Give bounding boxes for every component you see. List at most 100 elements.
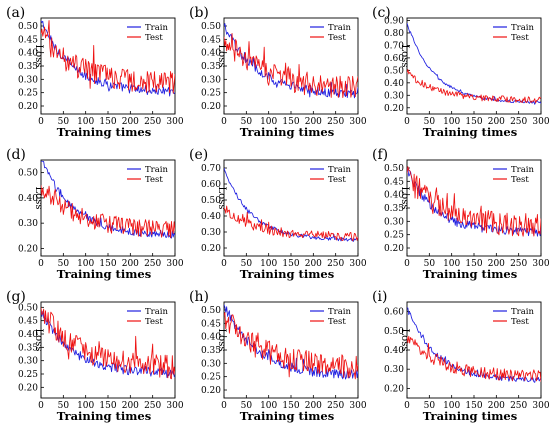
y-tick-label: 0.20 [384,384,404,394]
panel-label: (b) [189,5,209,21]
y-tick-label: 0.20 [201,102,221,112]
series-line-train [407,22,541,105]
x-tick-label: 100 [260,259,277,269]
y-tick-label: 0.50 [201,22,221,32]
x-axis-label: Training times [240,125,334,139]
x-tick-label: 50 [58,401,70,411]
chart-panel: (d) 0 50 100 150 200 250 300 0.20 0.30 0.40 0.50 Tra… [6,147,184,281]
legend-label: Train [328,23,352,33]
y-tick-label: 0.35 [18,62,38,72]
legend-label: Test [511,33,529,43]
y-tick-label: 0.30 [201,228,221,238]
y-tick-label: 0.20 [18,244,38,254]
y-tick-label: 0.30 [384,365,404,375]
y-axis-label: Loss [216,187,227,210]
x-tick-label: 200 [122,117,139,127]
y-tick-label: 0.45 [18,35,38,45]
legend-label: Test [328,317,346,327]
y-tick-label: 0.20 [201,244,221,254]
x-tick-label: 200 [488,259,505,269]
y-tick-label: 0.60 [384,308,404,318]
series-line-test [407,335,541,382]
chart-panel: (a) 0 50 100 150 200 250 300 0.20 0.25 0.30 0.35 0.4… [6,5,184,139]
y-axis-label: Loss [33,187,44,210]
legend-label: Test [145,33,163,43]
x-tick-label: 300 [349,117,366,127]
x-axis-label: Training times [423,267,517,281]
x-tick-label: 50 [424,401,436,411]
y-tick-label: 0.50 [201,196,221,206]
x-tick-label: 200 [305,117,322,127]
x-axis-label: Training times [240,409,334,423]
chart-panel: (f) 0 50 100 150 200 250 300 0.20 0.25 0.30 0.35 0.4… [372,147,550,281]
legend-label: Train [145,307,169,317]
x-tick-label: 200 [305,259,322,269]
y-tick-label: 0.35 [201,346,221,356]
x-tick-label: 300 [532,401,549,411]
y-axis-label: Loss [33,45,44,68]
y-tick-label: 0.40 [18,49,38,59]
series-line-test [224,312,358,380]
x-tick-label: 50 [424,117,436,127]
x-tick-label: 250 [510,401,527,411]
y-tick-label: 0.50 [384,327,404,337]
x-tick-label: 300 [349,401,366,411]
y-tick-label: 0.20 [18,102,38,112]
x-tick-label: 150 [99,259,116,269]
y-tick-label: 0.35 [384,204,404,214]
y-tick-label: 0.70 [384,41,404,51]
legend-label: Train [145,165,169,175]
x-tick-label: 150 [282,117,299,127]
x-tick-label: 100 [443,259,460,269]
x-tick-label: 50 [424,259,436,269]
y-axis-label: Loss [216,329,227,352]
panel-label: (a) [6,5,25,21]
y-tick-label: 0.20 [18,383,38,393]
y-tick-label: 0.30 [201,75,221,85]
x-tick-label: 250 [144,259,161,269]
y-tick-label: 0.40 [201,212,221,222]
x-tick-label: 0 [38,117,44,127]
x-tick-label: 100 [443,117,460,127]
chart-panel: (c) 0 50 100 150 200 250 300 0.20 0.30 0.40 0.50 0.6… [372,5,550,139]
x-tick-label: 250 [327,117,344,127]
y-tick-label: 0.50 [18,169,38,179]
x-tick-label: 300 [166,259,183,269]
y-tick-label: 0.25 [201,89,221,99]
legend-label: Train [328,307,352,317]
series-line-test [41,307,175,380]
series-line-test [224,205,358,242]
series-line-train [41,20,175,97]
x-tick-label: 150 [465,401,482,411]
x-tick-label: 100 [260,117,277,127]
y-tick-label: 0.25 [201,373,221,383]
x-axis-label: Training times [240,267,334,281]
x-tick-label: 0 [404,401,410,411]
series-line-test [407,166,541,237]
y-tick-label: 0.40 [18,194,38,204]
legend-label: Test [328,33,346,43]
y-tick-label: 0.50 [201,306,221,316]
y-tick-label: 0.45 [201,319,221,329]
y-axis-label: Loss [33,329,44,352]
x-tick-label: 250 [510,117,527,127]
y-tick-label: 0.90 [384,16,404,26]
series-line-test [41,185,175,239]
x-tick-label: 200 [122,259,139,269]
y-tick-label: 0.40 [384,191,404,201]
chart-panel: (b) 0 50 100 150 200 250 300 0.20 0.25 0.30 0.35 0.4… [189,5,367,139]
x-tick-label: 100 [77,259,94,269]
x-axis-label: Training times [57,267,151,281]
x-axis-label: Training times [423,125,517,139]
x-tick-label: 150 [465,117,482,127]
y-tick-label: 0.25 [384,231,404,241]
y-tick-label: 0.30 [18,357,38,367]
x-tick-label: 150 [99,117,116,127]
x-tick-label: 100 [443,401,460,411]
x-tick-label: 200 [488,117,505,127]
legend-label: Train [145,23,169,33]
